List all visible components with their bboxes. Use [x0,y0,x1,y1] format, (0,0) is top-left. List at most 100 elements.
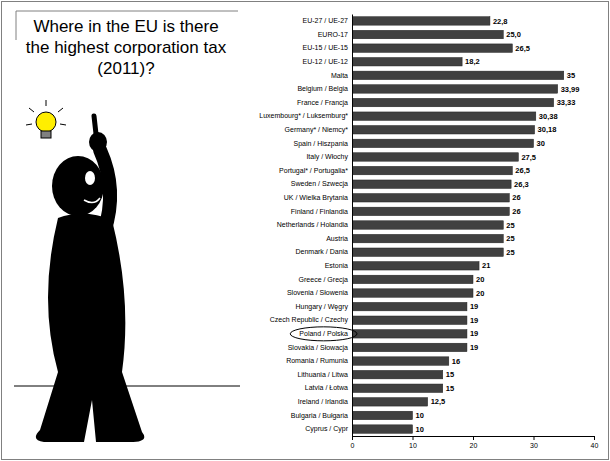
y-tick: EU-15 / UE-15 [302,44,352,51]
category-label: Slovenia / Słowenia [287,289,348,296]
cartoon-figure [14,100,240,442]
bar [352,302,467,310]
lightbulb-ray [58,108,63,112]
data-label: 26 [512,193,520,202]
bar [352,85,558,93]
x-tick-mark [352,436,353,440]
figure-head [52,156,104,216]
y-tick: Romania / Rumunia [286,357,352,364]
data-label: 26 [512,207,520,216]
figure-body [36,213,144,442]
x-tick-label: 30 [530,442,538,449]
data-label: 15 [446,370,454,379]
data-label: 27,5 [521,153,536,162]
bar [352,58,462,66]
y-tick: Italy / Włochy [306,153,352,161]
bars [352,17,564,434]
data-label: 10 [416,411,424,420]
x-tick-label: 10 [409,442,417,449]
bar [352,262,479,270]
data-label: 10 [416,425,424,434]
y-tick: Cyprus / Cypr [305,425,352,433]
figure-mouth [84,198,100,203]
bar [352,126,535,134]
lightbulb-ray [60,124,66,125]
category-label: Latvia / Łotwa [305,384,348,391]
data-label: 19 [470,316,478,325]
bar [352,343,467,351]
bar [352,44,512,52]
y-tick: Lithuania / Litwa [297,371,352,378]
y-tick: Portugal* / Portugalia* [279,167,352,175]
data-label: 19 [470,302,478,311]
bar [352,248,503,256]
y-tick: Sweden / Szwecja [291,180,352,188]
category-label: Romania / Rumunia [286,357,348,364]
bar [352,275,473,283]
bar [352,289,473,297]
bar [352,71,564,79]
data-label: 22,8 [493,17,508,26]
x-tick-label: 0 [351,442,355,449]
y-tick: UK / Wielka Brytania [284,194,352,202]
x-axis: 010203040 [351,436,599,449]
data-label: 20 [476,275,484,284]
title-line: Where in the EU is there [33,17,218,36]
bar [352,221,503,229]
category-label: Belgium / Belgia [297,85,348,93]
title-line: the highest corporation tax [26,38,227,57]
y-tick: Germany* / Niemcy* [285,126,352,134]
category-label: Italy / Włochy [306,153,348,161]
y-tick: EU-12 / UE-12 [302,58,352,65]
figure-eye [85,171,95,185]
slide-frame [2,2,609,460]
bar [352,330,467,338]
y-tick: Spain / Hiszpania [294,140,352,148]
data-label: 25 [506,248,514,257]
y-tick: EU-27 / UE-27 [302,17,352,24]
data-label: 35 [567,71,575,80]
bar [352,207,509,215]
y-tick: Poland / Polska [299,330,352,337]
category-label: UK / Wielka Brytania [284,194,348,202]
data-label: 19 [470,329,478,338]
category-label: Germany* / Niemcy* [285,126,349,134]
data-label: 25 [506,221,514,230]
x-tick-mark [473,436,474,440]
y-axis: EU-27 / UE-27EURO-17EU-15 / UE-15EU-12 /… [259,15,352,437]
category-label: Austria [326,235,348,242]
category-label: Lithuania / Litwa [297,371,348,378]
category-label: Estonia [325,262,348,269]
y-tick: Slovenia / Słowenia [287,289,352,296]
data-label: 33,99 [561,85,580,94]
lightbulb-ray [29,108,34,112]
data-label: 26,3 [514,180,529,189]
stage-line [14,386,240,387]
y-tick: Greece / Grecja [299,276,352,284]
category-label: Sweden / Szwecja [291,180,348,188]
y-axis-line [352,15,353,437]
x-tick-mark [413,436,414,440]
y-tick: Latvia / Łotwa [305,384,352,391]
bar [352,370,443,378]
data-label: 18,2 [465,57,480,66]
lightbulb [36,112,56,132]
title-frame [16,11,238,40]
data-labels: 22,825,026,518,23533,9933,3330,3830,1830… [416,17,580,434]
data-label: 16 [452,357,460,366]
lightbulb-ray [46,100,47,106]
bar [352,398,428,406]
highlight-ellipse [290,327,357,341]
x-tick-mark [594,436,595,440]
category-label: Finland / Finlandia [291,208,348,215]
y-tick: Ireland / Irlandia [298,398,352,405]
data-label: 30,38 [539,112,558,121]
y-tick: Slovakia / Słowacja [288,344,352,352]
bar [352,30,503,38]
x-tick: 10 [409,436,417,449]
y-tick: Belgium / Belgia [297,85,352,93]
bar [352,98,554,106]
x-tick: 30 [530,436,538,449]
bar [352,357,449,365]
y-tick: Netherlands / Holandia [277,221,352,228]
